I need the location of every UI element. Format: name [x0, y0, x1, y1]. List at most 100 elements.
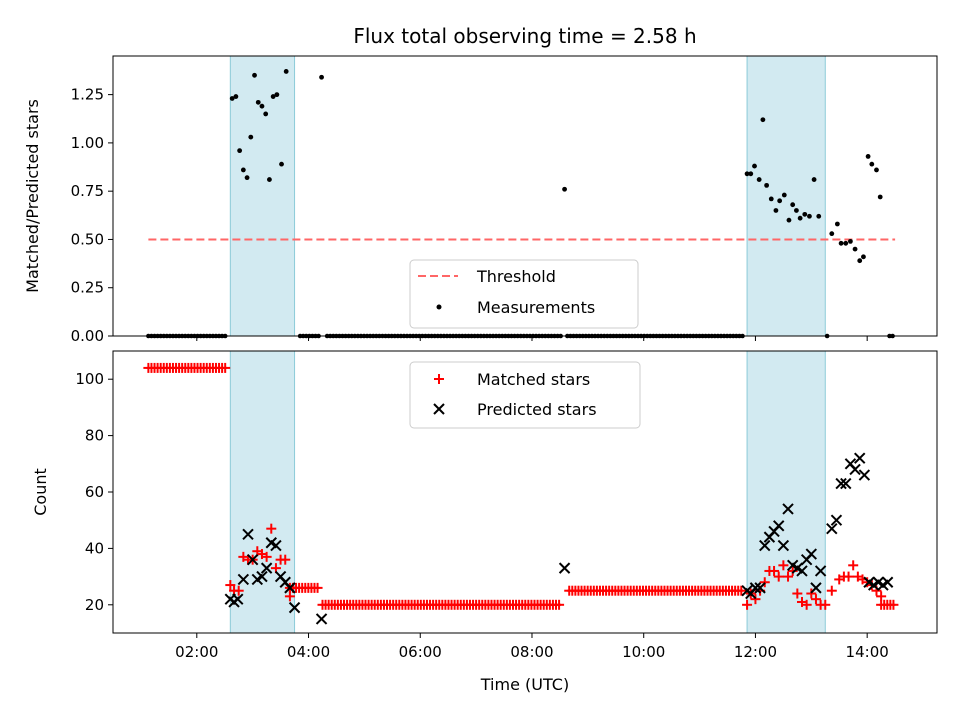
measurement-point	[802, 211, 808, 217]
x-stroke-b	[826, 522, 838, 535]
legend-threshold-label: Threshold	[476, 267, 556, 286]
x-stroke-b	[786, 559, 799, 572]
x-stroke-b	[796, 565, 808, 577]
matched-stars-point	[312, 582, 323, 593]
x-stroke-b	[256, 570, 268, 583]
predicted-stars-point	[814, 565, 827, 577]
predicted-stars-point	[782, 503, 794, 515]
top-y-axis-label: Matched/Predicted stars	[23, 99, 42, 293]
measurement-point	[786, 217, 792, 223]
predicted-stars-point	[796, 565, 808, 577]
x-tick-label: 10:00	[622, 643, 665, 661]
top-y-tick-label: 1.25	[71, 86, 104, 104]
measurement-point	[263, 111, 269, 117]
bottom-y-tick-label: 80	[85, 427, 104, 445]
measurement-point	[807, 213, 812, 219]
matched-stars-point	[820, 599, 831, 610]
bottom-y-tick-label: 60	[85, 483, 104, 501]
top-y-tick-label: 1.00	[71, 134, 104, 152]
measurement-point	[773, 208, 779, 213]
predicted-stars-point	[558, 562, 571, 574]
x-stroke-b	[814, 565, 827, 577]
matched-stars-point	[792, 588, 803, 599]
matched-stars-point	[810, 594, 821, 605]
x-tick-label: 04:00	[287, 643, 330, 661]
predicted-stars-point	[881, 576, 894, 588]
measurement-point	[838, 240, 844, 246]
x-stroke-b	[749, 582, 762, 594]
measurement-point	[777, 198, 783, 204]
x-stroke-b	[315, 613, 328, 625]
measurement-point	[255, 99, 261, 105]
measurement-point	[843, 240, 849, 246]
bottom-y-tick-label: 20	[85, 596, 104, 614]
top-y-tick-label: 0.75	[71, 182, 104, 200]
measurement-point	[270, 94, 276, 99]
legend-matched-swatch	[434, 374, 444, 384]
predicted-stars-point	[242, 528, 254, 541]
matched-stars-point	[280, 554, 291, 565]
matched-stars-point	[742, 599, 753, 610]
x-stroke-b	[242, 528, 254, 541]
x-stroke-b	[863, 576, 875, 588]
measurement-point	[790, 202, 796, 208]
x-stroke-b	[260, 562, 273, 574]
predicted-stars-point	[232, 593, 244, 605]
matched-stars-point	[233, 585, 244, 596]
matched-stars-point	[759, 577, 770, 588]
measurement-point	[861, 254, 866, 260]
matched-stars-point	[826, 585, 837, 596]
predicted-stars-point	[260, 562, 273, 574]
measurement-point	[233, 94, 239, 99]
measurement-point	[797, 215, 803, 221]
x-stroke-b	[881, 576, 894, 588]
x-stroke-b	[782, 503, 794, 515]
chart-title: Flux total observing time = 2.58 h	[353, 24, 696, 48]
predicted-stars-point	[826, 522, 838, 535]
matched-stars-point	[773, 571, 784, 582]
matched-stars-point	[261, 551, 272, 562]
bottom-legend: Matched stars Predicted stars	[409, 361, 641, 429]
matched-stars-point	[284, 591, 295, 602]
measurement-point	[259, 103, 265, 109]
predicted-stars-point	[256, 570, 268, 583]
x-stroke-b	[270, 539, 282, 552]
predicted-stars-point	[777, 539, 790, 552]
predicted-stars-point	[835, 477, 847, 490]
x-axis-label: Time (UTC)	[480, 675, 569, 694]
top-y-tick-label: 0.25	[71, 279, 104, 297]
x-stroke-b	[835, 477, 847, 490]
x-stroke-b	[844, 458, 857, 470]
matched-stars-point	[220, 362, 231, 373]
measurement-point	[768, 196, 774, 202]
measurement-point	[857, 258, 863, 264]
measurement-point	[274, 92, 280, 98]
top-legend-box	[409, 259, 639, 329]
x-stroke-b	[232, 593, 244, 605]
matched-stars-point	[888, 599, 899, 610]
measurement-point	[874, 167, 879, 173]
x-stroke-b	[246, 553, 259, 566]
measurement-point	[244, 175, 250, 181]
legend-measurements-label: Measurements	[477, 298, 595, 317]
x-stroke-b	[265, 537, 277, 549]
predicted-stars-point	[754, 582, 766, 594]
measurement-point	[562, 186, 567, 192]
predicted-stars-point	[849, 463, 861, 476]
predicted-stars-point	[858, 469, 871, 481]
measurement-point	[794, 208, 799, 213]
x-stroke-b	[284, 582, 296, 594]
top-y-tick-label: 0.50	[71, 230, 104, 248]
x-tick-label: 06:00	[399, 643, 442, 661]
x-stroke-b	[558, 562, 571, 574]
measurement-point	[848, 238, 853, 244]
matched-stars-point	[806, 588, 817, 599]
matched-stars-point	[787, 565, 798, 576]
matched-stars-point	[750, 594, 761, 605]
matched-stars-point	[266, 523, 277, 534]
x-axis: 02:00 04:00 06:00 08:00 10:00 12:00 14:00	[175, 336, 889, 661]
predicted-stars-point	[805, 548, 818, 560]
x-stroke-b	[810, 582, 822, 594]
measurement-point	[252, 72, 257, 78]
